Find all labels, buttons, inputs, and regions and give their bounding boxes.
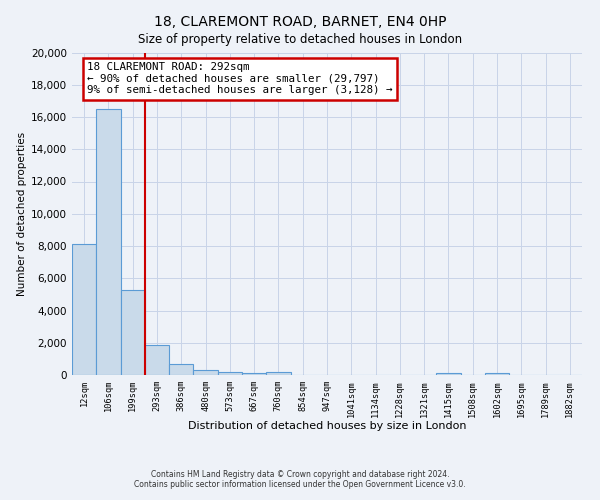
Text: Size of property relative to detached houses in London: Size of property relative to detached ho… [138,32,462,46]
Bar [485,372,509,375]
Text: 18 CLAREMONT ROAD: 292sqm
← 90% of detached houses are smaller (29,797)
9% of se: 18 CLAREMONT ROAD: 292sqm ← 90% of detac… [88,62,393,96]
Bar [121,290,145,375]
Bar [218,372,242,375]
Bar [145,345,169,375]
Text: Contains HM Land Registry data © Crown copyright and database right 2024.
Contai: Contains HM Land Registry data © Crown c… [134,470,466,489]
Bar [72,244,96,375]
Bar [436,372,461,375]
Bar [242,372,266,375]
Y-axis label: Number of detached properties: Number of detached properties [17,132,27,296]
Bar [193,370,218,375]
Bar [96,109,121,375]
Text: 18, CLAREMONT ROAD, BARNET, EN4 0HP: 18, CLAREMONT ROAD, BARNET, EN4 0HP [154,15,446,29]
Bar [266,372,290,375]
Bar [169,364,193,375]
X-axis label: Distribution of detached houses by size in London: Distribution of detached houses by size … [188,421,466,431]
